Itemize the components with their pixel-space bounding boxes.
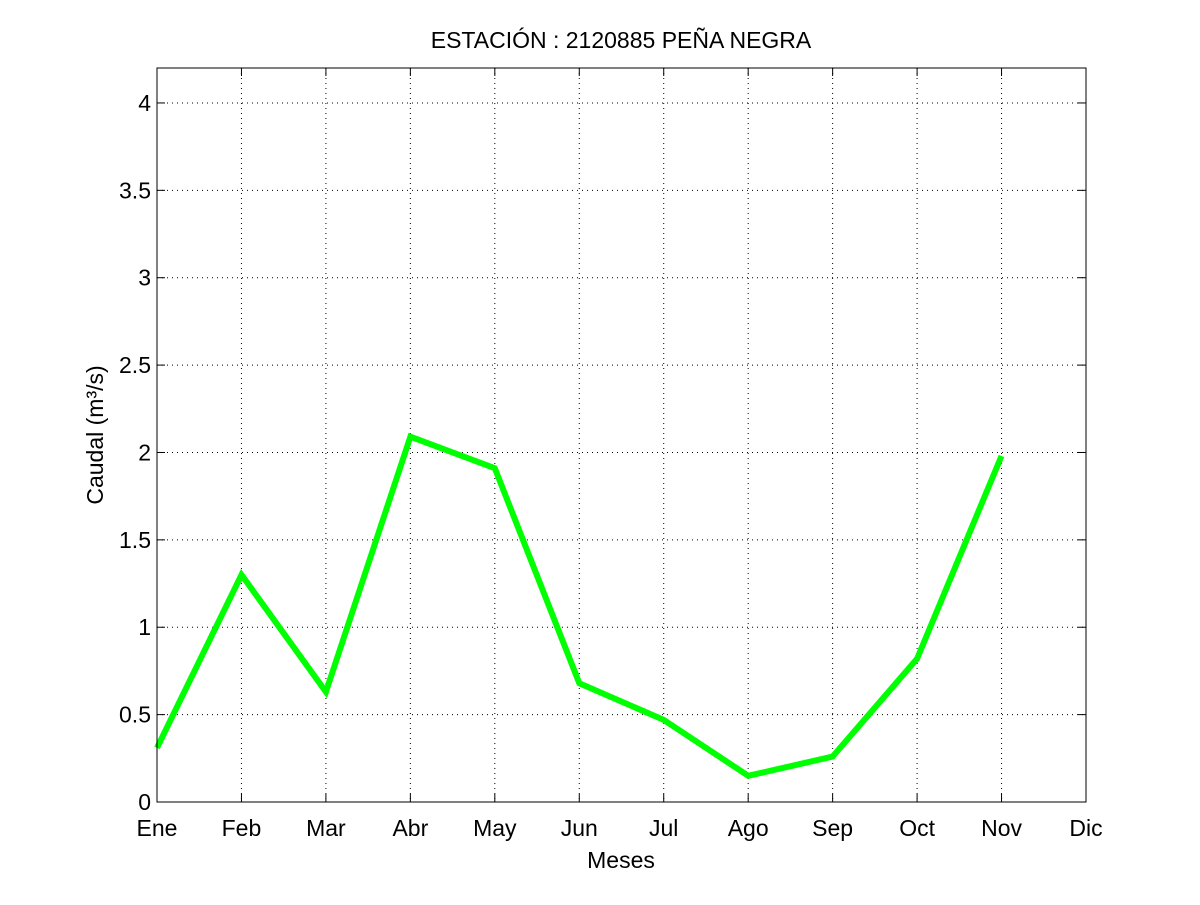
x-tick-label: Mar — [306, 815, 346, 841]
axis-ticks — [156, 68, 1087, 803]
x-tick-label: Sep — [812, 815, 853, 841]
series-layer — [154, 432, 1005, 780]
y-tick-label: 0.5 — [119, 702, 151, 728]
x-tick-label: Jul — [649, 815, 678, 841]
x-tick-label: Ago — [728, 815, 769, 841]
x-tick-label: May — [473, 815, 517, 841]
y-tick-label: 1 — [138, 614, 151, 640]
y-tick-label: 2.5 — [119, 352, 151, 378]
x-tick-label: Jun — [561, 815, 598, 841]
x-tick-label: Nov — [981, 815, 1022, 841]
data-point — [745, 773, 751, 779]
y-tick-label: 2 — [138, 439, 151, 465]
data-point — [914, 656, 920, 662]
data-point — [323, 689, 329, 695]
y-tick-label: 3 — [138, 265, 151, 291]
plot-area-frame — [156, 67, 1087, 803]
x-tick-label: Dic — [1069, 815, 1102, 841]
y-tick-label: 4 — [138, 90, 151, 116]
data-point — [238, 572, 244, 578]
y-tick-label: 0 — [138, 789, 151, 815]
data-point — [492, 465, 498, 471]
plot-area-background — [157, 68, 1086, 802]
data-point — [830, 754, 836, 760]
x-axis-tick-labels: Ene Feb Mar Abr May Jun Jul Ago Sep Oct Nov Dic — [137, 815, 1103, 841]
data-point — [661, 717, 667, 723]
data-point — [407, 434, 413, 440]
x-tick-label: Abr — [392, 815, 428, 841]
y-tick-label: 3.5 — [119, 177, 151, 203]
x-tick-label: Oct — [899, 815, 935, 841]
data-point — [576, 680, 582, 686]
data-point — [999, 453, 1005, 459]
y-tick-label: 1.5 — [119, 527, 151, 553]
x-tick-label: Feb — [222, 815, 262, 841]
chart-title: ESTACIÓN : 2120885 PEÑA NEGRA — [431, 27, 812, 53]
series-line-caudal — [154, 432, 1005, 780]
x-tick-label: Ene — [137, 815, 178, 841]
x-axis-label: Meses — [587, 847, 655, 873]
y-axis-tick-labels: 0 0.5 1 1.5 2 2.5 3 3.5 4 — [119, 90, 151, 815]
y-axis-label: Caudal (m³/s) — [82, 365, 108, 504]
